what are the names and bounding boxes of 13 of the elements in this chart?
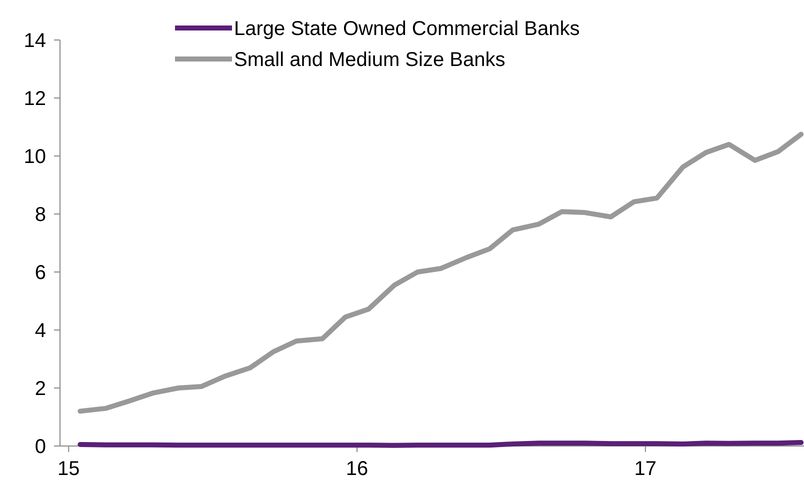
y-tick-label: 2 [34,378,46,400]
legend-label: Large State Owned Commercial Banks [234,18,580,40]
y-tick-label: 4 [34,320,46,342]
legend-label: Small and Medium Size Banks [234,49,506,71]
y-tick-label: 14 [24,30,46,52]
x-tick-label: 17 [634,458,657,480]
y-tick-label: 10 [24,146,46,168]
y-tick-label: 6 [34,262,46,284]
x-tick-label: 15 [58,458,80,480]
y-tick-label: 8 [34,204,46,226]
x-tick-label: 16 [346,458,368,480]
y-tick-label: 0 [34,436,46,458]
y-tick-label: 12 [24,88,46,110]
